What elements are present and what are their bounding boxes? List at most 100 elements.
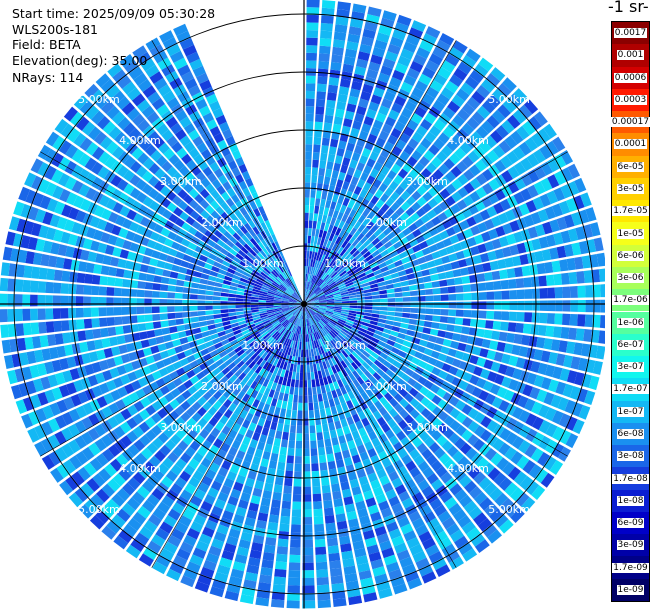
ray-gate bbox=[60, 283, 69, 294]
ray-gate bbox=[318, 306, 327, 309]
ray-gate bbox=[420, 167, 432, 179]
ray-gate bbox=[358, 272, 367, 279]
ray-gate bbox=[169, 422, 180, 433]
ray-gate bbox=[311, 379, 316, 388]
ray-gate bbox=[92, 473, 106, 487]
ray-gate bbox=[101, 406, 113, 419]
ray-gate bbox=[202, 401, 212, 412]
ray-gate bbox=[347, 471, 358, 481]
ray-gate bbox=[455, 309, 464, 317]
ray-gate bbox=[108, 444, 121, 458]
ray-gate bbox=[39, 195, 52, 210]
ray-gate bbox=[28, 410, 41, 426]
ray-gate bbox=[337, 246, 344, 255]
ray-gate bbox=[538, 404, 550, 418]
ray-gate bbox=[239, 207, 248, 216]
ray-gate bbox=[501, 170, 514, 183]
ray-gate bbox=[391, 163, 402, 174]
ray-gate bbox=[310, 235, 315, 244]
ray-gate bbox=[524, 398, 536, 412]
ray-gate bbox=[351, 238, 360, 247]
ray-gate bbox=[324, 335, 330, 343]
ray-gate bbox=[122, 218, 133, 230]
ray-gate bbox=[387, 311, 395, 317]
ray-gate bbox=[81, 416, 94, 430]
ray-gate bbox=[502, 461, 516, 476]
ray-gate bbox=[558, 429, 572, 445]
ray-gate bbox=[380, 302, 388, 307]
ray-gate bbox=[294, 463, 302, 472]
ray-gate bbox=[527, 226, 539, 239]
ray-gate bbox=[51, 387, 63, 401]
ray-gate bbox=[243, 307, 252, 311]
ray-gate bbox=[145, 273, 155, 282]
ray-gate bbox=[292, 402, 298, 411]
ray-gate bbox=[551, 203, 564, 218]
ray-gate bbox=[392, 321, 402, 328]
ray-gate bbox=[487, 371, 498, 383]
ray-gate bbox=[333, 309, 342, 313]
ray-gate bbox=[313, 267, 318, 276]
ray-gate bbox=[316, 386, 322, 395]
ray-gate bbox=[152, 561, 168, 575]
ray-gate bbox=[185, 159, 197, 171]
ray-gate bbox=[332, 490, 342, 500]
ray-gate bbox=[187, 242, 198, 251]
ray-gate bbox=[478, 291, 487, 300]
ray-gate bbox=[573, 342, 583, 356]
ray-gate bbox=[476, 84, 491, 99]
ray-gate bbox=[383, 554, 398, 566]
ray-gate bbox=[288, 286, 295, 293]
colorbar-cell: 1.7e-09 bbox=[612, 556, 649, 579]
ray-gate bbox=[161, 495, 175, 508]
ray-gate bbox=[487, 192, 500, 205]
ray-gate bbox=[228, 528, 241, 539]
ray-gate bbox=[531, 132, 545, 148]
ray-gate bbox=[371, 437, 381, 448]
ray-gate bbox=[305, 289, 308, 297]
ray-gate bbox=[320, 237, 325, 246]
ray-gate bbox=[536, 263, 546, 275]
ray-gate bbox=[333, 275, 341, 282]
ray-gate bbox=[257, 512, 269, 522]
ray-gate bbox=[101, 525, 117, 540]
ray-gate bbox=[404, 393, 414, 403]
ray-gate bbox=[261, 318, 270, 323]
ray-gate bbox=[281, 302, 289, 304]
ray-gate bbox=[91, 146, 105, 160]
ray-gate bbox=[278, 454, 287, 463]
ray-gate bbox=[229, 248, 238, 256]
ray-gate bbox=[306, 37, 318, 46]
ray-gate bbox=[481, 99, 496, 114]
ray-gate bbox=[537, 324, 547, 337]
ray-gate bbox=[147, 130, 160, 144]
ray-gate bbox=[343, 277, 352, 283]
ray-gate bbox=[52, 135, 66, 151]
ray-gate bbox=[383, 274, 392, 281]
ray-gate bbox=[193, 351, 203, 360]
ray-gate bbox=[478, 140, 492, 154]
ray-gate bbox=[360, 373, 369, 382]
ray-gate bbox=[413, 381, 423, 392]
ray-gate bbox=[331, 315, 340, 321]
ray-gate bbox=[35, 209, 46, 223]
ray-gate bbox=[329, 567, 343, 577]
ray-gate bbox=[261, 269, 270, 276]
ray-gate bbox=[364, 333, 373, 341]
ray-gate bbox=[417, 479, 430, 491]
ray-gate bbox=[484, 135, 498, 149]
ray-gate bbox=[117, 75, 132, 89]
ray-gate bbox=[59, 480, 74, 496]
ray-gate bbox=[122, 523, 138, 538]
ray-gate bbox=[310, 297, 319, 302]
ray-gate bbox=[501, 376, 512, 388]
ray-gate bbox=[81, 431, 94, 445]
ray-gate bbox=[422, 93, 435, 106]
ray-gate bbox=[339, 342, 346, 350]
ray-gate bbox=[189, 360, 199, 369]
ray-gate bbox=[310, 333, 314, 342]
ray-gate bbox=[585, 284, 594, 298]
ray-gate bbox=[356, 345, 365, 354]
ray-gate bbox=[242, 271, 251, 278]
ray-gate bbox=[268, 315, 277, 320]
